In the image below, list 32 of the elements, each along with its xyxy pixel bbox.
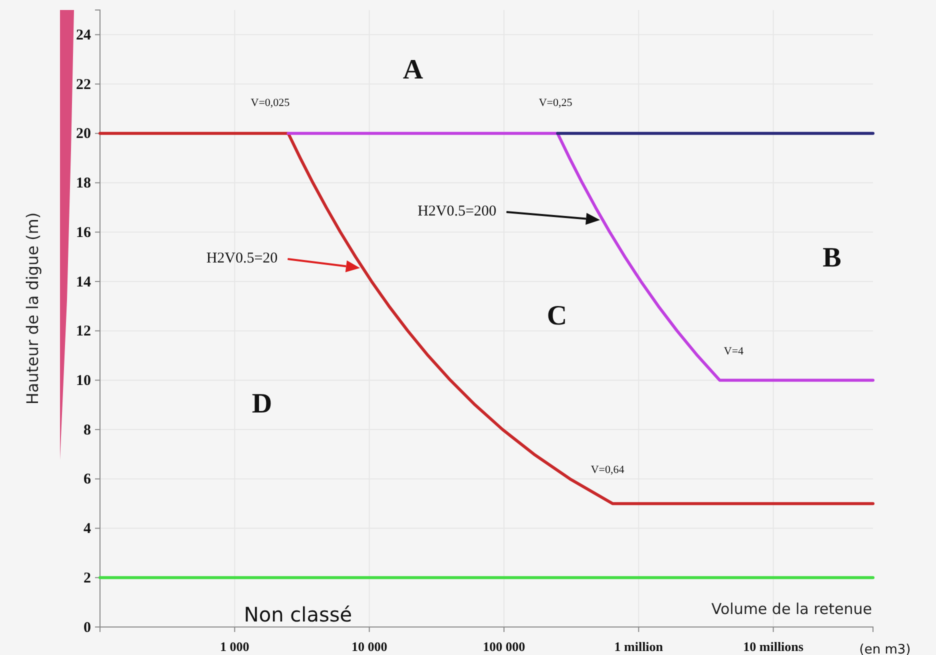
- annotation: A: [402, 54, 424, 86]
- y-tick-label: 6: [84, 472, 92, 488]
- annotation: Non classé: [244, 602, 352, 626]
- x-tick-label: 1 million: [614, 639, 664, 654]
- annotation: C: [546, 300, 568, 332]
- y-tick-label: 16: [76, 224, 92, 241]
- y-tick-label: 8: [84, 422, 91, 438]
- y-tick-label: 20: [76, 126, 91, 142]
- annotation: V=0,25: [538, 96, 573, 109]
- annotation: V=0,64: [590, 464, 625, 476]
- annotation: V=0,025: [250, 96, 290, 109]
- y-tick-label: 4: [84, 521, 92, 538]
- y-tick-label: 0: [84, 620, 91, 636]
- annotation: D: [252, 388, 272, 420]
- y-axis-title: Hauteur de la digue (m): [23, 212, 42, 405]
- x-tick-label: 10 000: [351, 639, 388, 654]
- y-tick-label: 18: [76, 176, 91, 192]
- x-tick-label: 100 000: [482, 639, 526, 654]
- annotation: B: [822, 242, 842, 274]
- y-tick-label: 14: [76, 274, 92, 290]
- text: (en m3): [859, 642, 911, 655]
- y-tick-label: 2: [84, 570, 91, 586]
- annotation: H2V0.5=200: [418, 203, 496, 220]
- x-axis-title: Volume de la retenue: [711, 600, 872, 618]
- annotation: H2V0.5=20: [206, 250, 278, 266]
- y-tick-label: 24: [76, 27, 92, 44]
- x-tick-label: 1 000: [220, 639, 250, 654]
- y-tick-label: 12: [76, 324, 91, 340]
- y-tick-label: 22: [76, 76, 91, 93]
- annotation: V=4: [724, 346, 744, 358]
- x-tick-label: 10 millions: [743, 639, 804, 654]
- y-tick-label: 10: [76, 373, 91, 389]
